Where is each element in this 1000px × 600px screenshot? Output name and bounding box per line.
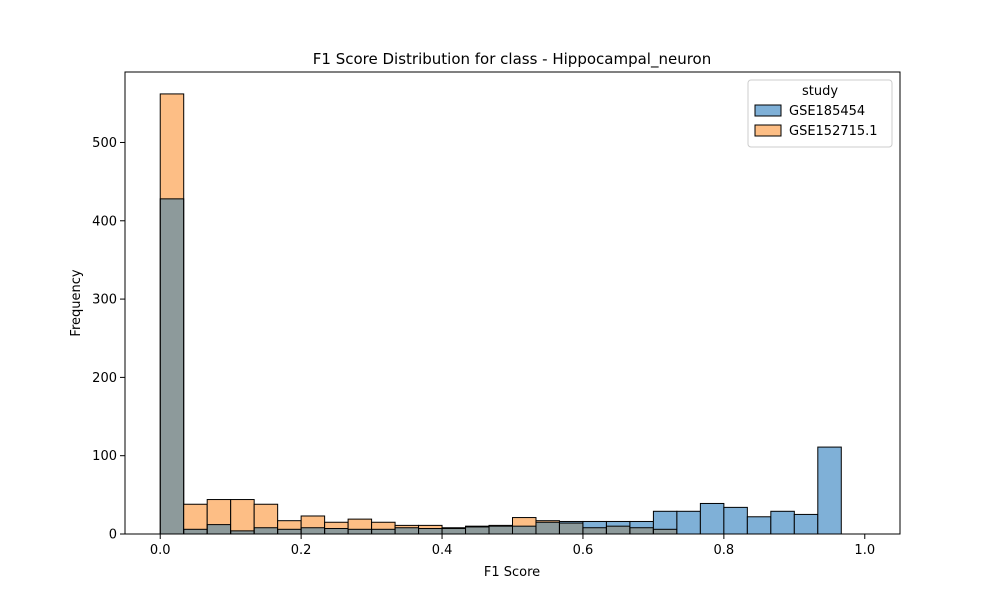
legend-entry: GSE185454 (789, 104, 865, 119)
y-tick-label: 500 (92, 136, 117, 151)
bar-overlap (207, 524, 231, 534)
legend: study GSE185454 GSE152715.1 (747, 79, 893, 148)
bar-gse185454 (606, 521, 630, 527)
bar-overlap (230, 530, 255, 534)
bar-overlap (324, 528, 349, 534)
bar-overlap (535, 522, 560, 534)
legend-swatch (754, 124, 782, 137)
x-tick-label: 0.2 (291, 543, 312, 558)
x-tick-label: 1.0 (854, 543, 875, 558)
bar-gse152715-1 (418, 525, 443, 529)
bar-gse152715-1 (183, 504, 208, 530)
bar-gse152715-1 (395, 525, 419, 528)
bar-gse185454 (700, 503, 724, 534)
bar-gse152715-1 (512, 517, 536, 527)
bar-gse152715-1 (160, 93, 184, 199)
y-tick-label: 400 (92, 214, 117, 229)
bar-overlap (582, 527, 607, 534)
bar-overlap (348, 529, 372, 534)
bar-overlap (442, 528, 466, 534)
bar-gse185454 (582, 521, 607, 528)
y-axis-label: Frequency (69, 269, 84, 336)
x-tick-label: 0.8 (714, 543, 735, 558)
x-tick-label: 0.0 (150, 543, 171, 558)
bar-gse185454 (770, 511, 795, 534)
bar-overlap (254, 527, 278, 534)
y-tick-label: 100 (92, 449, 117, 464)
bar-gse185454 (629, 521, 654, 528)
bar-overlap (606, 526, 630, 534)
x-tick-label: 0.4 (432, 543, 453, 558)
bar-overlap (418, 528, 443, 534)
legend-box (747, 79, 893, 148)
y-tick-label: 300 (92, 293, 117, 308)
bar-gse152715-1 (230, 499, 255, 531)
x-axis-label: F1 Score (484, 565, 540, 580)
legend-entry: GSE152715.1 (789, 124, 878, 139)
bar-gse185454 (676, 511, 701, 534)
bar-overlap (371, 529, 396, 534)
bar-gse152715-1 (324, 522, 349, 529)
bar-overlap (277, 529, 302, 534)
bar-gse152715-1 (371, 522, 396, 530)
bar-overlap (512, 526, 536, 534)
legend-title: study (802, 84, 838, 99)
y-tick-label: 0 (109, 528, 117, 543)
bar-overlap (629, 527, 654, 534)
chart-title: F1 Score Distribution for class - Hippoc… (313, 50, 711, 69)
axes-layer: 0.0 0.2 0.4 0.6 0.8 1.0 0 100 200 300 400 500 (92, 71, 901, 558)
bar-gse152715-1 (535, 520, 560, 523)
bar-overlap (489, 526, 513, 534)
x-tick-label: 0.6 (573, 543, 594, 558)
bar-overlap (465, 526, 490, 534)
bar-gse185454 (653, 511, 677, 530)
bar-overlap (653, 529, 677, 534)
bar-overlap (559, 523, 583, 534)
y-tick-label: 200 (92, 371, 117, 386)
bar-overlap (395, 527, 419, 534)
bar-overlap (183, 529, 208, 534)
bar-gse152715-1 (254, 504, 278, 528)
bar-gse185454 (747, 516, 771, 534)
legend-swatch (754, 104, 782, 117)
bar-gse152715-1 (348, 519, 372, 530)
bar-gse152715-1 (207, 499, 231, 525)
bar-gse185454 (817, 447, 842, 534)
bar-overlap (160, 198, 184, 534)
bar-gse185454 (559, 521, 583, 524)
bars-layer (159, 93, 842, 535)
bar-overlap (301, 527, 325, 534)
bar-gse152715-1 (277, 520, 302, 530)
plot-frame (124, 71, 901, 535)
bar-gse152715-1 (301, 515, 325, 528)
bar-gse185454 (723, 507, 748, 534)
bar-gse185454 (794, 514, 818, 534)
